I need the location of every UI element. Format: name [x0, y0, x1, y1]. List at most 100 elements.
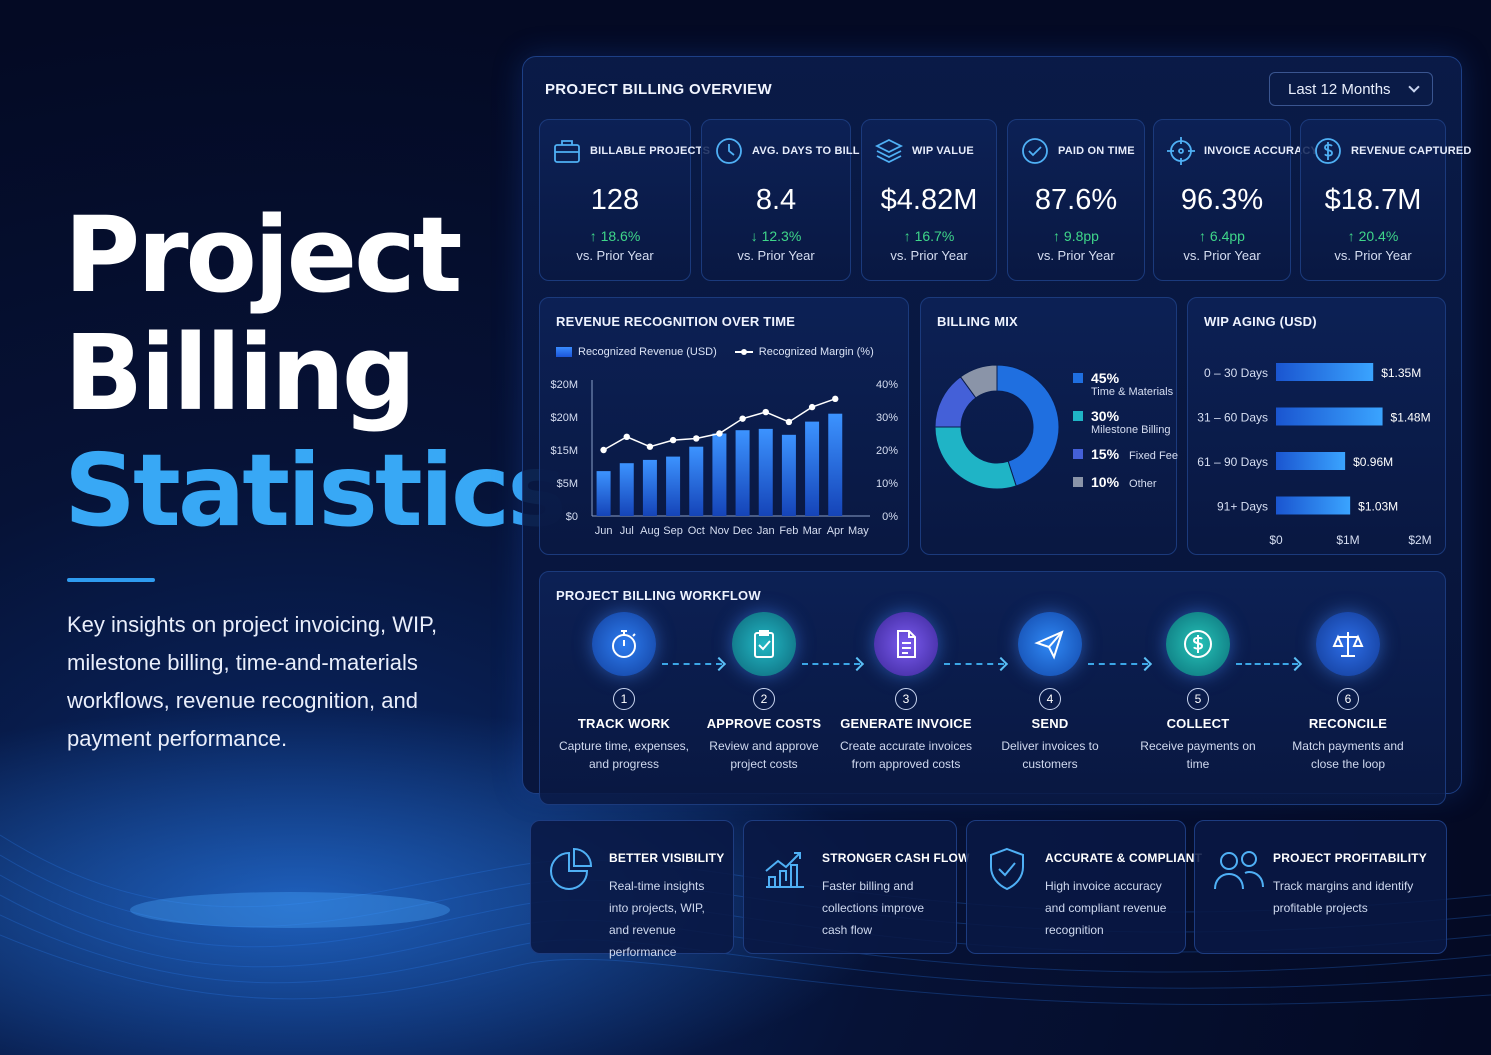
kpi-value: 87.6%	[1034, 184, 1118, 216]
flow-arrow	[1236, 663, 1298, 665]
kpi-card-paid-on-time: PAID ON TIME 87.6% ↑ 9.8pp vs. Prior Yea…	[1007, 119, 1145, 281]
revenue-bar	[596, 471, 611, 516]
x-tick-label: $1M	[1336, 533, 1359, 547]
x-tick-label: $2M	[1408, 533, 1431, 547]
step-title: SEND	[1031, 716, 1069, 731]
scale-icon	[1316, 612, 1380, 676]
wip-aging-chart: 0 – 30 Days $1.35M 31 – 60 Days $1.48M 61 – …	[1197, 363, 1432, 547]
benefit-card-profitability: PROJECT PROFITABILITY Track margins and …	[1194, 820, 1447, 954]
revenue-chart-legend: Recognized Revenue (USD) Recognized Marg…	[556, 346, 874, 358]
stopwatch-icon	[592, 612, 656, 676]
hero-title-line-2: Billing	[64, 312, 416, 434]
kpi-label: INVOICE ACCURACY	[1204, 145, 1319, 157]
dashboard-panel: PROJECT BILLING OVERVIEW Last 12 Months …	[522, 56, 1471, 805]
margin-point	[623, 433, 630, 440]
margin-point	[716, 430, 723, 437]
target-icon	[1167, 137, 1195, 165]
step-number: 1	[613, 688, 635, 710]
value-label: $1.35M	[1381, 366, 1421, 380]
kpi-compare: vs. Prior Year	[890, 248, 968, 263]
step-number: 6	[1337, 688, 1359, 710]
value-label: $1.03M	[1358, 500, 1398, 514]
hero-title-line-1: Project	[64, 194, 463, 316]
x-tick-label: Oct	[688, 525, 705, 537]
workflow-step-track-work: 1 TRACK WORK Capture time, expenses, and…	[554, 612, 694, 773]
kpi-card-invoice-accuracy: INVOICE ACCURACY 96.3% ↑ 6.4pp vs. Prior…	[1153, 119, 1318, 281]
x-tick-label: Jun	[595, 525, 613, 537]
revenue-bar	[781, 434, 796, 516]
category-label: 0 – 30 Days	[1204, 366, 1268, 380]
margin-point	[600, 446, 607, 454]
revenue-chart-title: REVENUE RECOGNITION OVER TIME	[556, 314, 796, 329]
kpi-value: 8.4	[755, 184, 797, 216]
donut-slice	[996, 364, 1060, 487]
benefit-title: STRONGER CASH FLOW	[822, 851, 970, 865]
kpi-delta: ↑ 6.4pp	[1199, 228, 1245, 244]
kpi-card-billable-projects: BILLABLE PROJECTS 128 ↑ 18.6% vs. Prior …	[539, 119, 710, 281]
flow-arrow	[662, 663, 722, 665]
category-label: 31 – 60 Days	[1197, 411, 1268, 425]
x-tick-label: Jul	[620, 525, 634, 537]
kpi-label: PAID ON TIME	[1058, 145, 1135, 157]
dollar-circle-icon	[1315, 138, 1341, 164]
kpi-delta: ↑ 9.8pp	[1053, 228, 1099, 244]
y-tick-label: $5M	[557, 478, 578, 490]
growth-chart-icon	[765, 852, 804, 888]
margin-point	[739, 415, 746, 422]
step-number: 4	[1039, 688, 1061, 710]
mix-item-time-materials: 45% Time & Materials	[1073, 370, 1183, 398]
y-tick-label: $15M	[550, 445, 578, 457]
margin-point	[669, 436, 677, 444]
step-title: RECONCILE	[1308, 716, 1388, 731]
y2-tick-label: 20%	[876, 445, 898, 457]
billing-mix-card: BILLING MIX 45% Time & Materials 30% Mil…	[920, 297, 1178, 555]
legend-item-revenue: Recognized Revenue (USD)	[556, 346, 717, 358]
clipboard-check-icon	[732, 612, 796, 676]
margin-point	[646, 443, 654, 450]
revenue-bar	[735, 430, 750, 516]
kpi-card-wip-value: WIP VALUE $4.82M ↑ 16.7% vs. Prior Year	[861, 119, 997, 281]
step-title: TRACK WORK	[577, 716, 671, 731]
benefit-desc: High invoice accuracy and compliant reve…	[1045, 879, 1167, 937]
chevron-down-icon	[1408, 81, 1420, 93]
kpi-value: $4.82M	[880, 184, 978, 216]
hero-divider	[67, 578, 155, 582]
kpi-delta: ↑ 20.4%	[1347, 228, 1399, 244]
hero-heading: Project Billing Statistics	[64, 194, 567, 550]
kpi-label: REVENUE CAPTURED	[1351, 145, 1472, 157]
revenue-recognition-card: REVENUE RECOGNITION OVER TIME Recognized…	[539, 297, 909, 555]
kpi-value: $18.7M	[1324, 184, 1422, 216]
revenue-bar	[758, 428, 773, 516]
step-title: COLLECT	[1166, 716, 1230, 731]
mix-item-fixed-fee: 15% Fixed Fee	[1073, 446, 1183, 464]
kpi-card-revenue-captured: REVENUE CAPTURED $18.7M ↑ 20.4% vs. Prio…	[1300, 119, 1471, 281]
legend-item-margin: Recognized Margin (%)	[734, 346, 874, 358]
x-tick-label: Feb	[779, 525, 798, 537]
flow-arrow	[802, 663, 860, 665]
flow-arrow	[944, 663, 1004, 665]
y-tick-label: $20M	[550, 379, 578, 391]
revenue-bar	[689, 446, 704, 516]
hero-subtitle: Key insights on project invoicing, WIP, …	[67, 612, 438, 751]
benefit-desc: Track margins and identify profitable pr…	[1273, 879, 1414, 915]
mix-item-milestone: 30% Milestone Billing	[1073, 408, 1183, 436]
kpi-delta: ↓ 12.3%	[750, 228, 802, 244]
kpi-compare: vs. Prior Year	[576, 248, 654, 263]
margin-point	[762, 408, 769, 416]
category-label: 91+ Days	[1217, 500, 1268, 514]
step-number: 5	[1187, 688, 1209, 710]
document-icon	[874, 612, 938, 676]
benefit-title: ACCURATE & COMPLIANT	[1045, 851, 1203, 865]
pie-chart-icon	[550, 847, 593, 890]
benefit-title: PROJECT PROFITABILITY	[1273, 851, 1427, 865]
workflow-step-approve-costs: 2 APPROVE COSTS Review and approve proje…	[694, 612, 834, 773]
step-desc: Review and approve project costs	[709, 739, 819, 771]
date-range-select[interactable]: Last 12 Months	[1269, 72, 1433, 106]
x-tick-label: Dec	[733, 525, 753, 537]
billing-mix-donut	[934, 364, 1060, 490]
revenue-bar	[642, 459, 657, 516]
step-number: 3	[895, 688, 917, 710]
benefit-card-visibility: BETTER VISIBILITY Real-time insights int…	[530, 820, 734, 959]
benefit-desc: Real-time insights into projects, WIP, a…	[609, 879, 705, 959]
y2-tick-label: 40%	[876, 379, 898, 391]
